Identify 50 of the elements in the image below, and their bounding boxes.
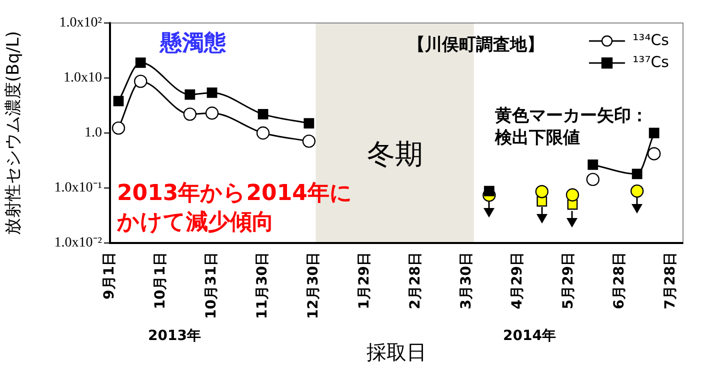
- point: [484, 186, 494, 196]
- point: [647, 147, 661, 160]
- y-tick-label: 1.0x10: [64, 70, 102, 86]
- point: [586, 172, 600, 186]
- point: [183, 108, 197, 121]
- x-tick-label: 11月30日: [254, 252, 271, 319]
- point: [206, 88, 218, 98]
- x-tick-label: 10月1日: [152, 252, 169, 310]
- point: [256, 126, 270, 140]
- y-tick-label: 1.0x10⁻¹: [54, 180, 102, 196]
- point: [134, 74, 148, 88]
- point: [588, 160, 598, 170]
- x-tick-label: 4月29日: [510, 252, 526, 310]
- legend-label: ¹³⁷Cs: [632, 53, 669, 71]
- annotation: 黄色マーカー矢印：検出下限値: [495, 105, 649, 150]
- point: [113, 96, 124, 106]
- y-tick-label: 1.0: [84, 126, 102, 141]
- text: 2014年: [503, 327, 556, 346]
- point: [135, 57, 146, 68]
- x-tick-label: 10月31日: [204, 252, 220, 319]
- point: [648, 128, 660, 138]
- point: [302, 134, 316, 148]
- x-tick-label: 9月1日: [102, 252, 118, 300]
- x-tick-label: 6月28日: [612, 252, 628, 310]
- point: [632, 168, 642, 180]
- x-tick-label: 12月30日: [306, 252, 322, 319]
- annotation: 2013年から2014年にかけて減少傾向: [117, 180, 354, 237]
- point: [304, 118, 314, 129]
- point: [535, 185, 548, 198]
- x-tick-label: 2月28日: [408, 252, 424, 310]
- text: 2013年: [148, 327, 201, 346]
- band-label: 冬期: [366, 137, 423, 170]
- point: [184, 89, 196, 100]
- x-tick-label: 3月30日: [458, 252, 475, 310]
- y-tick-label: 1.0x10²: [59, 16, 102, 31]
- x-axis-title: 採取日: [366, 340, 426, 364]
- legend-label: ¹³⁴Cs: [632, 31, 669, 49]
- point: [566, 188, 580, 202]
- point: [536, 196, 548, 207]
- point: [258, 108, 268, 120]
- point: [205, 106, 219, 120]
- y-axis-title: 放射性セシウム濃度(Bq/L): [4, 31, 24, 235]
- x-tick-label: 1月29日: [356, 252, 373, 310]
- x-tick-label: 7月28日: [662, 252, 679, 310]
- text: 【川俣町調査地】: [408, 34, 544, 56]
- point: [112, 121, 126, 135]
- annotation: 懸濁態: [160, 30, 226, 58]
- x-tick-label: 5月29日: [560, 252, 577, 310]
- point: [630, 184, 644, 198]
- y-tick-label: 1.0x10⁻²: [54, 236, 102, 251]
